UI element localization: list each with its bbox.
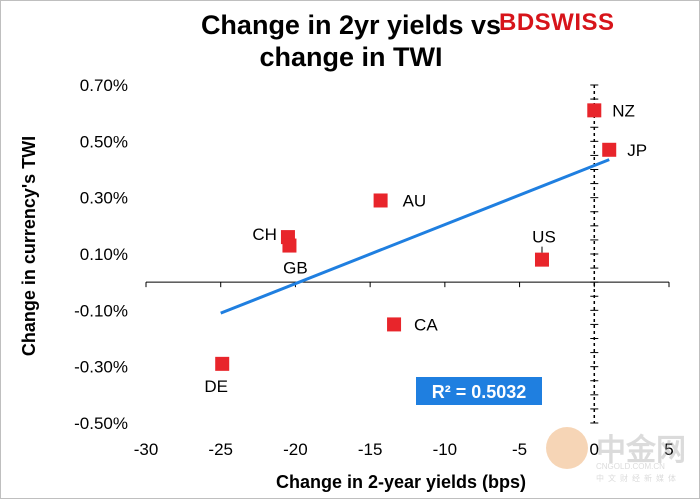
point-marker-jp — [602, 142, 617, 157]
chart-title-line-2: change in TWI — [259, 42, 443, 72]
point-label-ch: CH — [252, 225, 277, 244]
watermark: 中金网 CNGOLD.COM.CN 中文财经新媒体 — [546, 425, 696, 485]
point-marker-gb — [282, 238, 297, 253]
x-tick-label: -25 — [208, 440, 233, 459]
y-tick-label: 0.10% — [80, 245, 128, 264]
y-tick-label: 0.50% — [80, 132, 128, 151]
point-marker-au — [373, 193, 388, 208]
point-marker-de — [215, 356, 230, 371]
point-label-nz: NZ — [612, 101, 635, 120]
watermark-tagline: 中文财经新媒体 — [596, 474, 680, 483]
point-label-de: DE — [204, 377, 228, 396]
x-tick-label: 5 — [664, 440, 673, 459]
y-tick-label: 0.70% — [80, 76, 128, 95]
x-tick-label: -20 — [283, 440, 308, 459]
point-marker-nz — [587, 103, 602, 118]
r-squared-label: R² = 0.5032 — [432, 382, 527, 402]
chart-title-line-1: Change in 2yr yields vs — [200, 10, 502, 40]
brand-logo-part-2: SWISS — [534, 9, 615, 36]
x-tick-label: -10 — [433, 440, 458, 459]
y-tick-label: -0.50% — [74, 414, 128, 433]
x-tick-label: -15 — [358, 440, 383, 459]
point-label-au: AU — [403, 191, 427, 210]
brand-logo: BDSWISS — [499, 9, 615, 37]
x-tick-label: -30 — [134, 440, 159, 459]
y-tick-label: -0.10% — [74, 301, 128, 320]
x-tick-label: 0 — [590, 440, 599, 459]
point-label-ca: CA — [414, 315, 438, 334]
trendline — [220, 158, 610, 315]
point-label-gb: GB — [283, 259, 308, 278]
point-marker-us — [534, 252, 549, 267]
point-marker-ca — [387, 317, 402, 332]
y-axis-title: Change in currency's TWI — [19, 136, 39, 356]
point-label-us: US — [532, 228, 556, 247]
watermark-name: 中金网 — [596, 434, 686, 467]
chart-title: Change in 2yr yields vs change in TWI — [151, 9, 551, 73]
x-tick-label: -5 — [512, 440, 527, 459]
watermark-logo-icon — [546, 427, 588, 469]
r-squared-box — [416, 377, 542, 405]
x-axis-title: Change in 2-year yields (bps) — [276, 472, 526, 492]
y-tick-label: -0.30% — [74, 358, 128, 377]
y-tick-label: 0.30% — [80, 189, 128, 208]
brand-logo-part-1: BD — [499, 9, 535, 36]
watermark-domain: CNGOLD.COM.CN — [596, 462, 665, 471]
point-label-jp: JP — [627, 141, 647, 160]
